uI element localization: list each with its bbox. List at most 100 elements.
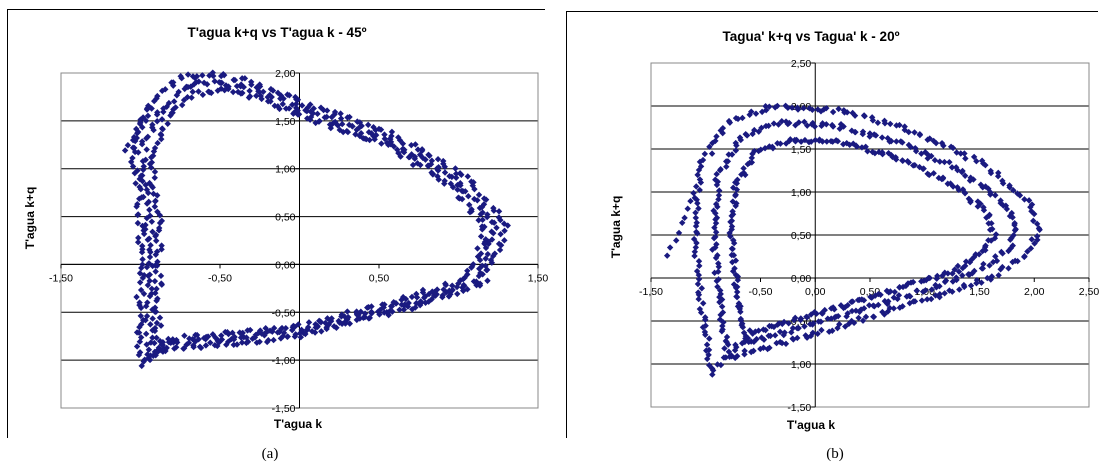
data-point [184,93,191,101]
data-point [185,339,193,347]
data-point [257,327,264,334]
data-point [999,263,1006,271]
data-point [495,214,503,221]
data-point [792,314,799,322]
data-point [143,263,151,271]
caption-a: (a) [261,446,279,462]
data-point [433,165,441,172]
data-point [441,177,448,185]
data-point [897,138,905,145]
data-point [151,308,159,316]
data-point [140,166,147,173]
data-point [741,351,748,358]
data-point [982,247,989,254]
data-point [788,329,795,336]
data-point [144,281,152,289]
data-point [482,255,489,262]
data-point [1010,232,1017,239]
data-point [912,144,919,152]
data-point [694,230,701,237]
data-point [742,130,749,138]
data-point [501,227,508,234]
chart-b-background [567,12,1099,439]
data-point [154,139,161,147]
data-point [842,323,849,330]
data-point [936,290,944,298]
data-point [280,329,288,337]
data-point [476,256,484,264]
data-point [181,332,188,339]
data-point [307,108,314,115]
data-point [258,95,265,103]
data-point [452,174,460,181]
data-point [824,315,831,322]
y-tick-label: -0,50 [272,307,296,319]
data-point [151,304,159,311]
data-point [292,104,300,112]
data-point [140,358,147,365]
data-point [470,261,477,268]
data-point [396,137,404,144]
data-point [121,147,129,154]
data-point [452,165,459,172]
x-tick-label: 0,50 [369,272,390,284]
data-point [136,279,144,286]
data-point [134,211,141,219]
data-point [1027,245,1035,252]
data-point [425,163,432,170]
data-point [147,321,154,328]
y-tick-label: 0,00 [275,259,296,271]
data-point [142,316,149,324]
data-point [135,149,142,156]
data-point [709,139,716,147]
data-point [143,106,151,113]
data-point [233,341,241,348]
data-point [140,193,147,201]
data-point [323,113,330,121]
data-point [148,154,155,161]
data-point [481,238,489,246]
data-point [368,308,375,316]
chart-a-x-axis-label: T'agua k [274,417,323,431]
data-point [317,104,325,111]
data-point [907,143,914,151]
data-point [146,292,154,300]
data-point [158,135,165,143]
data-point [465,193,472,200]
data-point [477,211,484,218]
data-point [189,88,196,96]
y-tick-label: 1,00 [275,164,296,176]
data-point [829,304,837,311]
data-point [477,233,485,240]
data-point [748,348,755,356]
data-point [694,171,701,179]
data-point [368,303,375,310]
data-point [383,139,391,147]
data-point [184,83,192,91]
data-point [181,85,188,93]
data-point [419,286,427,294]
data-point [328,113,336,121]
data-point [397,153,404,160]
data-point [136,338,144,345]
y-tick-label: 0,00 [791,273,812,285]
data-point [298,326,305,334]
data-point [158,131,165,139]
data-point [264,98,272,105]
data-point [922,149,929,156]
data-point [961,188,968,196]
data-point [208,89,215,97]
data-point [151,203,159,210]
data-point [760,336,768,343]
data-point [782,102,789,110]
data-point [142,303,150,310]
data-point [985,212,993,220]
data-point [497,242,505,249]
chart-b-y-axis-label: T'agua k+q [609,196,623,259]
data-point [352,131,359,138]
data-point [936,282,943,290]
data-point [153,118,161,125]
data-point [156,337,164,345]
data-point [192,79,200,86]
data-point [155,227,163,234]
